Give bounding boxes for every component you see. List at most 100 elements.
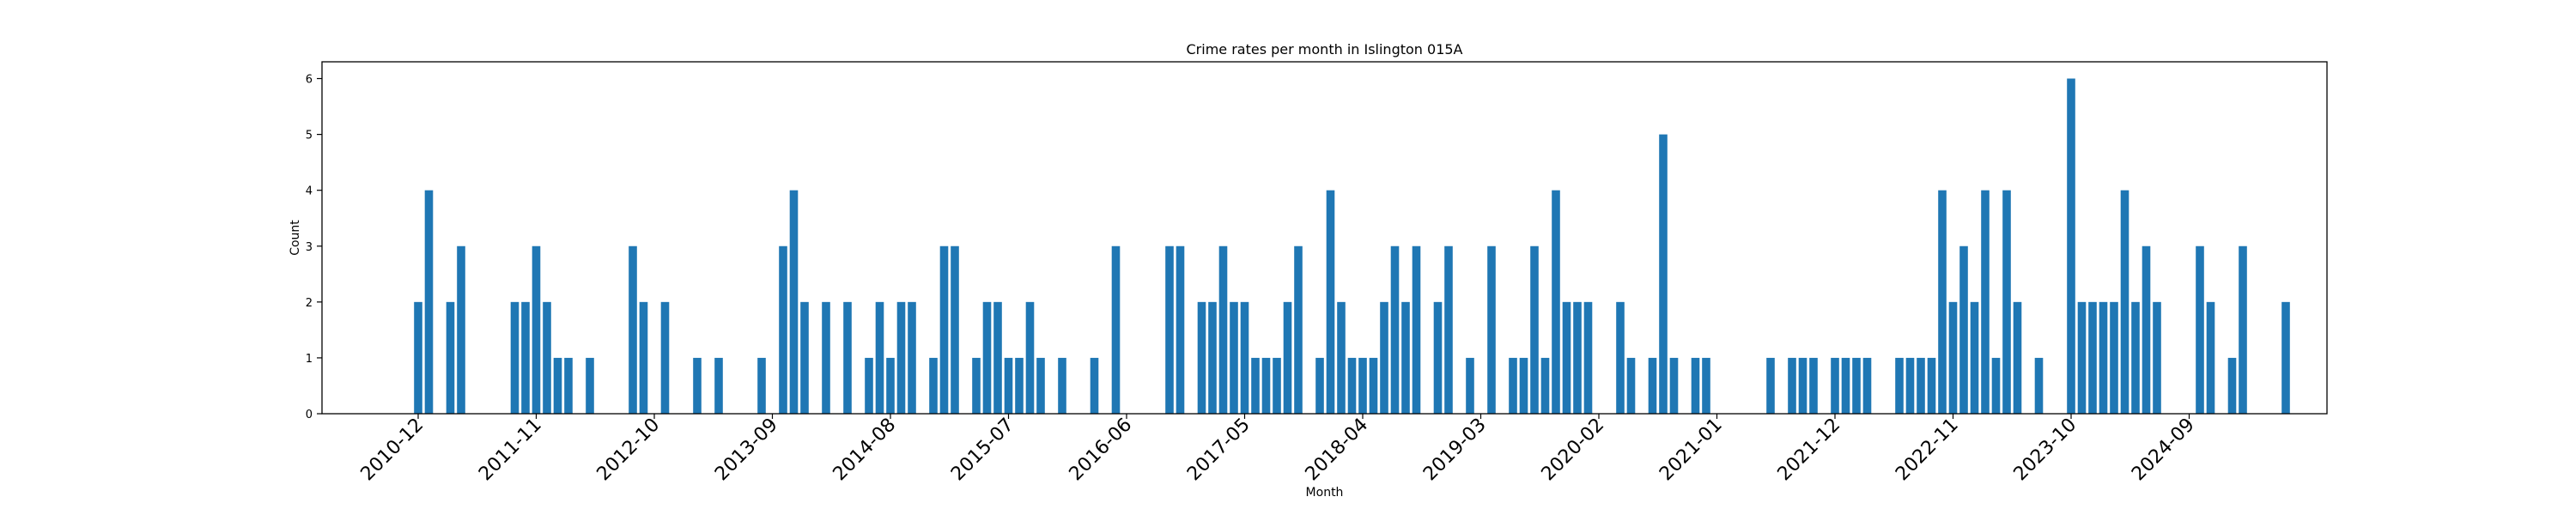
bar	[1841, 357, 1850, 414]
y-tick-label: 6	[306, 74, 313, 87]
bars-group	[414, 78, 2290, 415]
x-axis-ticks: 2010-12 2011-11 2012-10 2013-09 2014-08 2015-…	[357, 414, 2199, 485]
x-tick-label: 2016-06	[1066, 415, 1137, 486]
bar	[2227, 357, 2237, 414]
bar	[1176, 245, 1185, 414]
bar	[1380, 301, 1388, 414]
bar	[908, 301, 916, 414]
bar	[1326, 190, 1335, 414]
bar	[424, 190, 434, 414]
bar	[1905, 357, 1915, 414]
x-tick-label: 2015-07	[947, 415, 1018, 486]
bar	[1552, 190, 1560, 414]
x-tick-label: 2017-05	[1183, 415, 1255, 486]
bar	[757, 357, 766, 414]
bar	[789, 190, 799, 414]
bar	[446, 301, 455, 414]
bar	[510, 301, 519, 414]
bar	[1208, 301, 1217, 414]
x-tick-label: 2014-08	[829, 415, 901, 486]
bar	[951, 245, 959, 414]
bar	[1691, 357, 1700, 414]
bar	[2281, 301, 2290, 414]
bar	[1058, 357, 1066, 414]
bar	[1927, 357, 1936, 414]
y-tick-label: 1	[306, 353, 313, 366]
bar	[1358, 357, 1367, 414]
bar	[2002, 190, 2011, 414]
bar	[1540, 357, 1550, 414]
bar	[779, 245, 787, 414]
bar	[875, 301, 884, 414]
bar	[1036, 357, 1045, 414]
bar	[886, 357, 895, 414]
bar	[1509, 357, 1517, 414]
bar	[1659, 134, 1668, 414]
bar	[1948, 301, 1958, 414]
bar	[1444, 245, 1453, 414]
bar	[1466, 357, 1474, 414]
bar	[1626, 357, 1636, 414]
bar	[1862, 357, 1872, 414]
y-tick-label: 3	[306, 241, 313, 254]
x-tick-label: 2010-12	[357, 415, 428, 486]
bar	[2110, 301, 2118, 414]
y-tick-label: 2	[306, 297, 313, 310]
bar	[532, 245, 541, 414]
bar	[629, 245, 637, 414]
bar	[1197, 301, 1206, 414]
bar	[1412, 245, 1421, 414]
y-tick-label: 5	[306, 130, 313, 142]
bar	[1401, 301, 1410, 414]
bar	[2067, 78, 2075, 415]
bar	[822, 301, 830, 414]
bar	[543, 301, 551, 414]
bar	[1230, 301, 1238, 414]
bar	[800, 301, 809, 414]
bar	[1809, 357, 1818, 414]
bar	[929, 357, 938, 414]
plot-frame	[321, 61, 2328, 415]
bar	[1390, 245, 1400, 414]
bar	[1165, 245, 1174, 414]
bar	[693, 357, 702, 414]
x-tick-label: 2022-11	[1892, 415, 1963, 486]
y-tick-label: 4	[306, 185, 313, 198]
bar	[1283, 301, 1292, 414]
bar	[972, 357, 981, 414]
bar	[1111, 245, 1121, 414]
bar	[1433, 301, 1443, 414]
y-tick-label: 0	[306, 409, 313, 421]
bar	[1895, 357, 1904, 414]
x-tick-label: 2012-10	[593, 415, 665, 486]
bar	[660, 301, 670, 414]
bar	[1798, 357, 1807, 414]
bar	[714, 357, 723, 414]
bar	[1251, 357, 1260, 414]
bar	[1959, 245, 1968, 414]
bar	[1917, 357, 1925, 414]
bar	[1702, 357, 1710, 414]
bar	[1583, 301, 1593, 414]
bar	[2142, 245, 2151, 414]
bar	[1519, 357, 1528, 414]
x-tick-label: 2023-10	[2010, 415, 2081, 486]
bar	[1530, 245, 1539, 414]
x-tick-label: 2024-09	[2128, 415, 2199, 486]
bar	[1788, 357, 1796, 414]
bar	[2131, 301, 2140, 414]
bar	[1487, 245, 1496, 414]
bar	[2013, 301, 2022, 414]
x-tick-label: 2013-09	[711, 415, 782, 486]
bar	[2088, 301, 2097, 414]
bar	[1218, 245, 1228, 414]
bar	[2120, 190, 2129, 414]
bar	[2206, 301, 2215, 414]
bar	[1573, 301, 1582, 414]
bar	[639, 301, 648, 414]
bar	[553, 357, 562, 414]
x-axis-label: Month	[1306, 486, 1344, 500]
bar	[414, 301, 422, 414]
x-tick-label: 2011-11	[475, 415, 546, 486]
